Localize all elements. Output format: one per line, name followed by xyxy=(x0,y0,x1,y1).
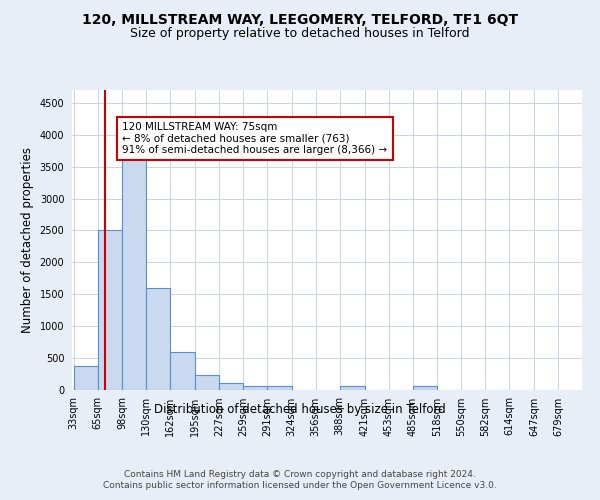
Bar xyxy=(219,383,243,390)
Bar xyxy=(195,374,219,390)
Bar xyxy=(122,154,146,390)
Y-axis label: Number of detached properties: Number of detached properties xyxy=(21,147,34,333)
Bar xyxy=(243,386,267,390)
Text: Size of property relative to detached houses in Telford: Size of property relative to detached ho… xyxy=(130,28,470,40)
Bar xyxy=(170,352,195,390)
Text: 120 MILLSTREAM WAY: 75sqm
← 8% of detached houses are smaller (763)
91% of semi-: 120 MILLSTREAM WAY: 75sqm ← 8% of detach… xyxy=(122,122,388,155)
Text: 120, MILLSTREAM WAY, LEEGOMERY, TELFORD, TF1 6QT: 120, MILLSTREAM WAY, LEEGOMERY, TELFORD,… xyxy=(82,12,518,26)
Text: Distribution of detached houses by size in Telford: Distribution of detached houses by size … xyxy=(154,402,446,415)
Bar xyxy=(413,386,437,390)
Bar xyxy=(74,366,97,390)
Bar xyxy=(267,386,292,390)
Bar xyxy=(97,230,122,390)
Text: Contains HM Land Registry data © Crown copyright and database right 2024.
Contai: Contains HM Land Registry data © Crown c… xyxy=(103,470,497,490)
Bar xyxy=(146,288,170,390)
Bar xyxy=(340,386,365,390)
